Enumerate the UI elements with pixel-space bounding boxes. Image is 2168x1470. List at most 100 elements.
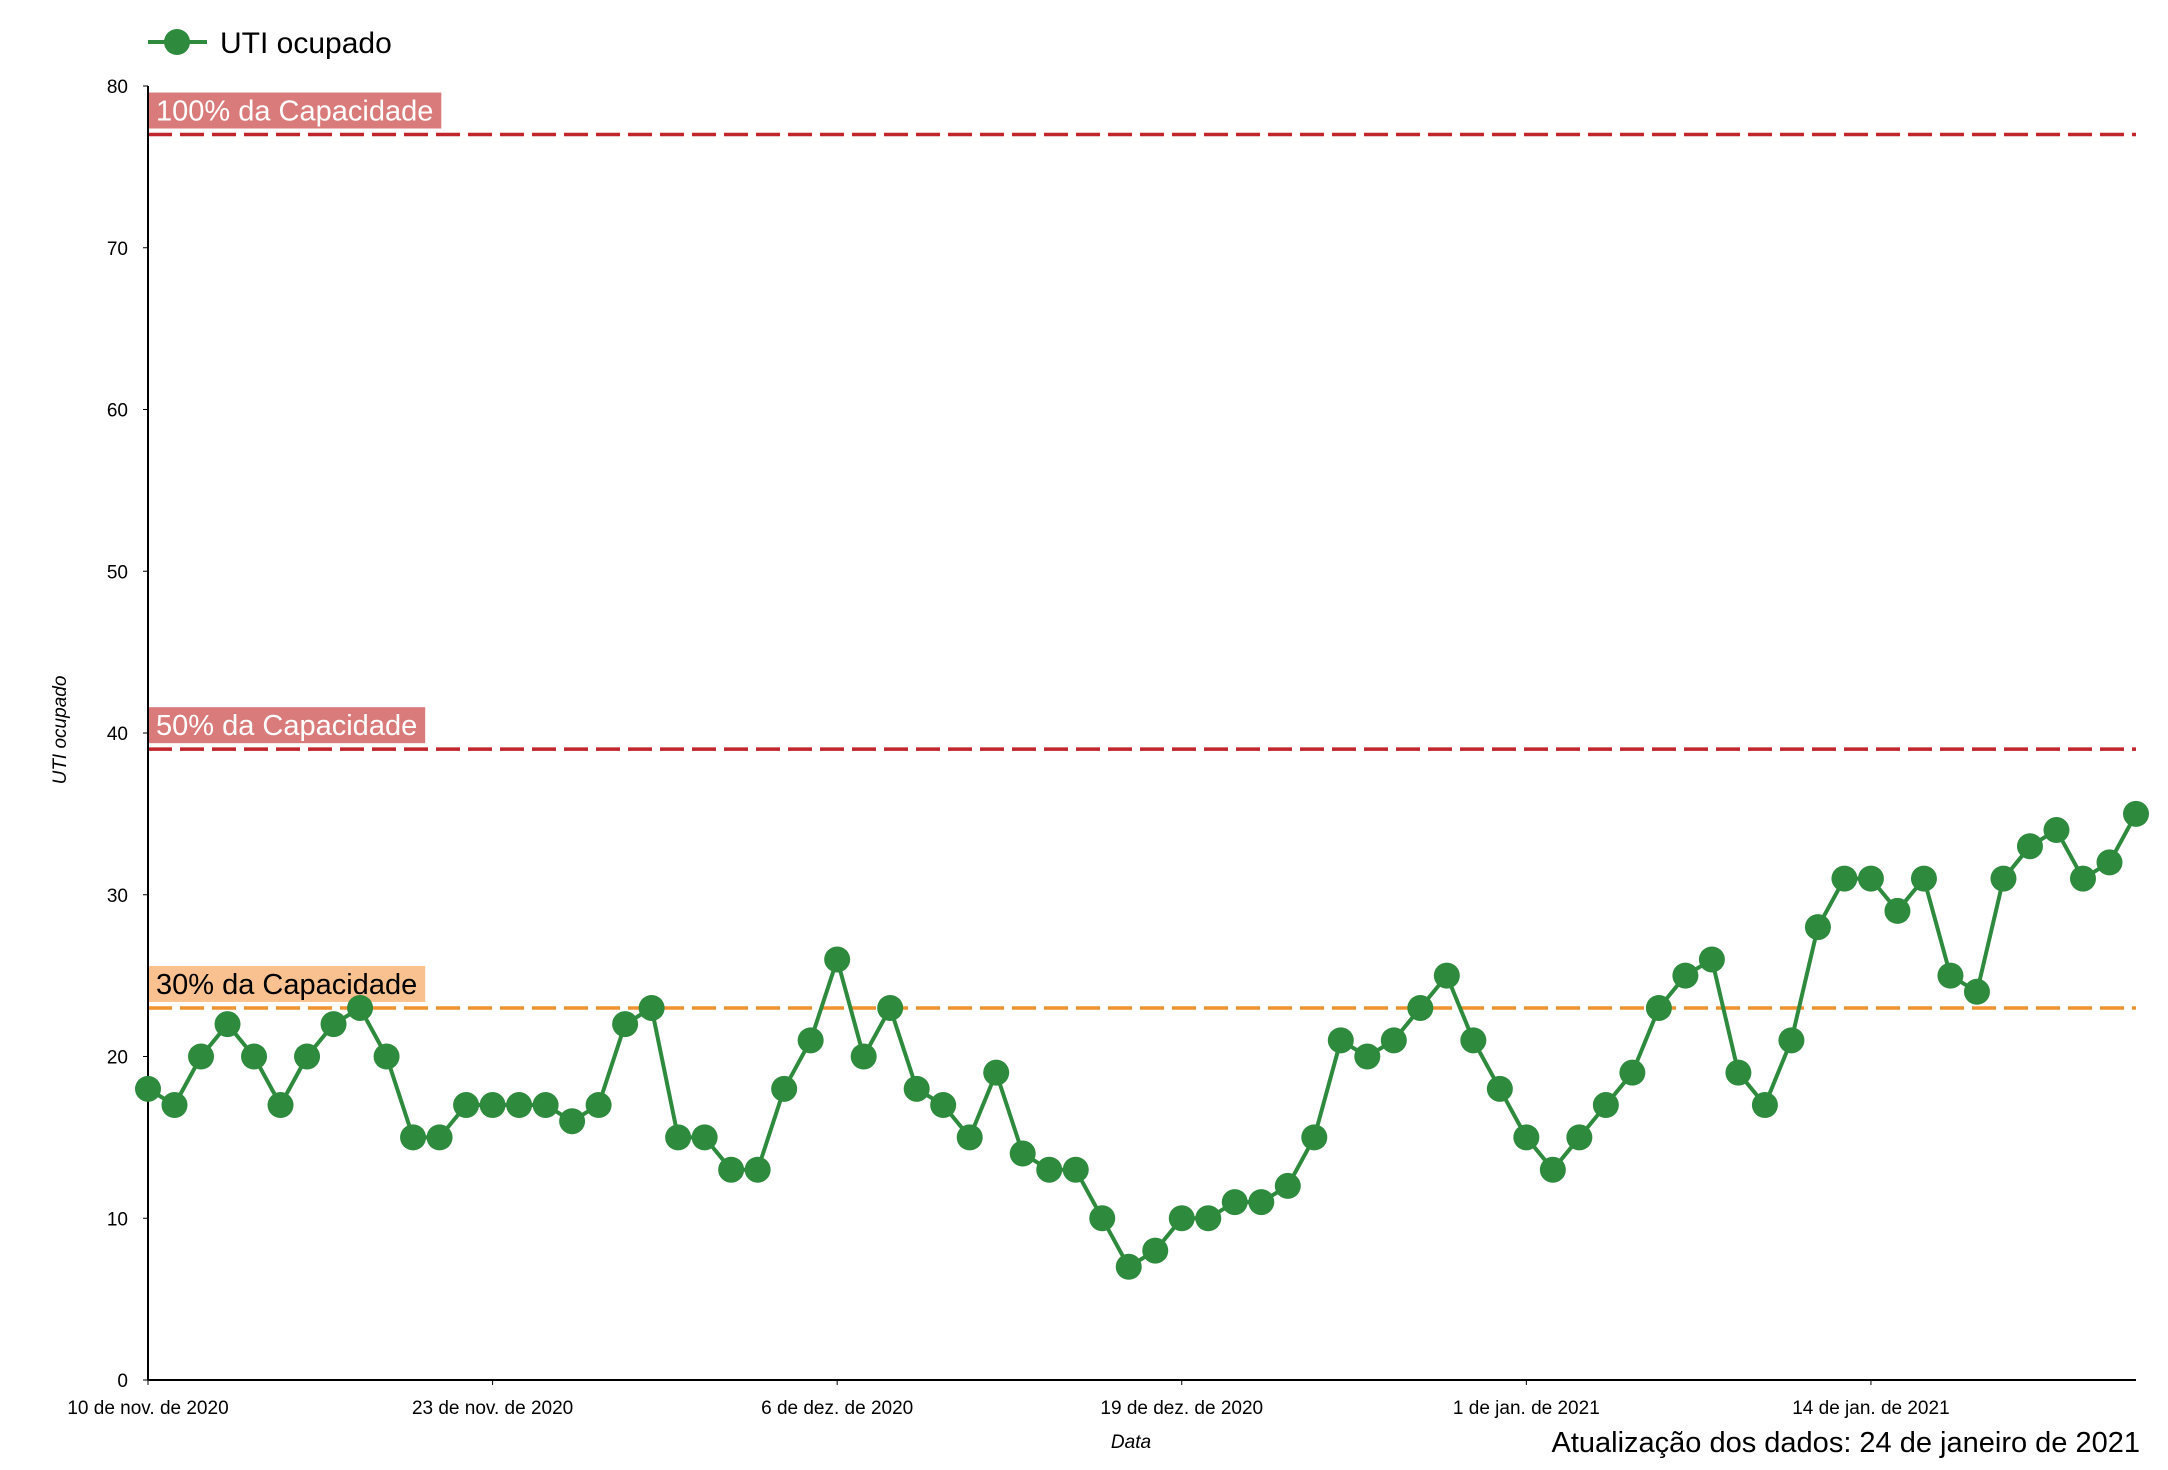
data-point[interactable] xyxy=(1937,962,1964,989)
data-point[interactable] xyxy=(135,1075,161,1102)
data-point[interactable] xyxy=(1884,897,1911,924)
data-point[interactable] xyxy=(559,1108,586,1135)
data-point[interactable] xyxy=(1354,1043,1381,1070)
data-point[interactable] xyxy=(320,1011,347,1038)
data-point[interactable] xyxy=(1963,978,1990,1005)
data-point[interactable] xyxy=(1407,994,1434,1021)
x-tick-label: 14 de jan. de 2021 xyxy=(1792,1398,1949,1419)
x-tick-label: 1 de jan. de 2021 xyxy=(1453,1398,1600,1419)
data-point[interactable] xyxy=(2123,800,2149,827)
data-point[interactable] xyxy=(2043,817,2070,844)
data-point[interactable] xyxy=(1513,1124,1540,1151)
y-tick-label: 60 xyxy=(107,401,128,422)
y-tick-label: 50 xyxy=(107,562,128,583)
data-point[interactable] xyxy=(1778,1027,1805,1054)
y-tick-label: 30 xyxy=(107,886,128,907)
data-point[interactable] xyxy=(1619,1059,1646,1086)
legend[interactable]: UTI ocupado xyxy=(148,27,392,60)
data-point[interactable] xyxy=(1089,1205,1116,1232)
data-point[interactable] xyxy=(1168,1205,1195,1232)
data-point[interactable] xyxy=(930,1092,957,1119)
data-point[interactable] xyxy=(506,1092,533,1119)
data-point[interactable] xyxy=(1380,1027,1407,1054)
x-tick-label: 19 de dez. de 2020 xyxy=(1100,1398,1263,1419)
data-point[interactable] xyxy=(426,1124,453,1151)
data-point[interactable] xyxy=(638,994,665,1021)
data-point[interactable] xyxy=(877,994,904,1021)
data-point[interactable] xyxy=(956,1124,983,1151)
data-point[interactable] xyxy=(1009,1140,1036,1167)
data-point[interactable] xyxy=(1062,1156,1089,1183)
data-point[interactable] xyxy=(479,1092,506,1119)
data-point[interactable] xyxy=(850,1043,877,1070)
data-point[interactable] xyxy=(797,1027,824,1054)
data-point[interactable] xyxy=(1698,946,1725,973)
data-point[interactable] xyxy=(1645,994,1672,1021)
data-point[interactable] xyxy=(1274,1172,1301,1199)
data-point[interactable] xyxy=(903,1075,930,1102)
data-point[interactable] xyxy=(453,1092,480,1119)
reference-label-text: 50% da Capacidade xyxy=(156,710,417,742)
data-point[interactable] xyxy=(214,1011,241,1038)
y-tick-label: 80 xyxy=(107,77,128,98)
x-tick-label: 6 de dez. de 2020 xyxy=(761,1398,913,1419)
data-point[interactable] xyxy=(2016,833,2043,860)
data-point[interactable] xyxy=(2096,849,2123,876)
data-point[interactable] xyxy=(532,1092,559,1119)
data-point[interactable] xyxy=(188,1043,215,1070)
data-point[interactable] xyxy=(1910,865,1937,892)
data-point[interactable] xyxy=(1115,1253,1142,1280)
data-point[interactable] xyxy=(241,1043,268,1070)
data-point[interactable] xyxy=(2069,865,2096,892)
data-point[interactable] xyxy=(1539,1156,1566,1183)
data-point[interactable] xyxy=(347,994,374,1021)
reference-label-background xyxy=(148,965,426,1002)
data-point[interactable] xyxy=(1036,1156,1063,1183)
data-point[interactable] xyxy=(1751,1092,1778,1119)
data-point[interactable] xyxy=(1221,1189,1248,1216)
data-point[interactable] xyxy=(983,1059,1010,1086)
legend-dot-marker xyxy=(164,29,190,55)
data-point[interactable] xyxy=(1566,1124,1593,1151)
legend-label: UTI ocupado xyxy=(220,27,392,60)
reference-label-background xyxy=(148,92,442,129)
data-point[interactable] xyxy=(1433,962,1460,989)
data-point[interactable] xyxy=(161,1092,188,1119)
x-axis-title: Data xyxy=(1111,1432,1151,1453)
data-point[interactable] xyxy=(1195,1205,1222,1232)
data-point[interactable] xyxy=(612,1011,639,1038)
y-tick-label: 0 xyxy=(117,1371,128,1392)
data-point[interactable] xyxy=(585,1092,612,1119)
data-point[interactable] xyxy=(373,1043,400,1070)
data-point[interactable] xyxy=(1301,1124,1328,1151)
data-point[interactable] xyxy=(1248,1189,1275,1216)
data-point[interactable] xyxy=(1990,865,2017,892)
data-point[interactable] xyxy=(1831,865,1858,892)
data-point[interactable] xyxy=(1725,1059,1752,1086)
data-point[interactable] xyxy=(665,1124,692,1151)
data-point[interactable] xyxy=(771,1075,798,1102)
x-tick-label: 10 de nov. de 2020 xyxy=(67,1398,228,1419)
reference-label-background xyxy=(148,707,426,744)
data-point[interactable] xyxy=(1142,1237,1169,1264)
data-point[interactable] xyxy=(1804,914,1831,941)
data-point[interactable] xyxy=(1486,1075,1513,1102)
data-point[interactable] xyxy=(1857,865,1884,892)
data-point[interactable] xyxy=(718,1156,745,1183)
update-note: Atualização dos dados: 24 de janeiro de … xyxy=(1552,1427,2141,1459)
data-point[interactable] xyxy=(1672,962,1699,989)
data-point[interactable] xyxy=(1327,1027,1354,1054)
data-point[interactable] xyxy=(691,1124,718,1151)
reference-label: 30% da Capacidade xyxy=(148,965,426,1002)
x-tick-label: 23 de nov. de 2020 xyxy=(412,1398,573,1419)
data-point[interactable] xyxy=(1592,1092,1619,1119)
data-point[interactable] xyxy=(1460,1027,1487,1054)
data-point[interactable] xyxy=(744,1156,771,1183)
reference-label-text: 30% da Capacidade xyxy=(156,969,417,1001)
reference-label: 100% da Capacidade xyxy=(148,92,442,129)
data-point[interactable] xyxy=(400,1124,427,1151)
data-point[interactable] xyxy=(267,1092,294,1119)
data-point[interactable] xyxy=(294,1043,321,1070)
data-point[interactable] xyxy=(824,946,851,973)
